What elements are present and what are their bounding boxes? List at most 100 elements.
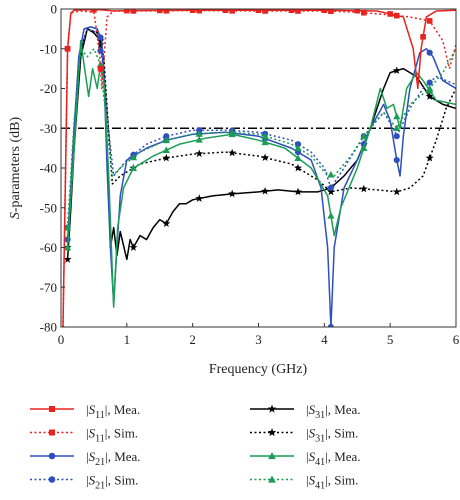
series-point: [129, 164, 138, 171]
legend-label-rest: |, Sim.: [325, 426, 358, 441]
y-tick-label: -60: [40, 240, 57, 255]
series-point: [295, 9, 301, 14]
legend-label-symbol: S: [309, 473, 316, 488]
series-point: [129, 243, 138, 251]
legend-label-open: |: [306, 402, 309, 417]
x-tick-label: 0: [58, 332, 65, 347]
y-axis-title-rest: -parameters (dB): [8, 117, 23, 213]
series-point: [425, 153, 434, 162]
legend-label: |S31|, Sim.: [306, 426, 358, 445]
legend-marker: [268, 475, 276, 483]
series-point: [97, 65, 104, 72]
legend-marker: [48, 452, 56, 460]
legend-label-symbol: S: [89, 449, 96, 464]
series-point: [163, 133, 170, 140]
series-point: [294, 141, 302, 148]
series-point: [327, 184, 334, 191]
y-tick-label: -40: [40, 161, 57, 176]
series-point: [294, 163, 302, 172]
y-tick-label: -50: [40, 200, 57, 215]
legend-label-subscript: 11: [95, 410, 105, 421]
series-point: [321, 9, 328, 13]
series-point: [196, 9, 203, 14]
series-point: [420, 34, 426, 40]
series-point: [360, 132, 368, 140]
series-point: [228, 189, 237, 198]
legend-label-rest: |, Sim.: [105, 473, 138, 488]
series-point: [195, 136, 203, 143]
series-point: [195, 149, 204, 158]
series-point: [393, 112, 401, 120]
series-point: [426, 79, 433, 86]
legend-label-subscript: 21: [95, 457, 105, 468]
legend-item: |S31|, Mea.: [250, 402, 361, 421]
series-point: [326, 187, 335, 196]
legend-label-open: |: [86, 426, 89, 441]
legend-label-symbol: S: [89, 426, 96, 441]
series-line: [66, 40, 456, 308]
series-point: [261, 153, 270, 162]
series-point: [360, 144, 368, 152]
x-tick-label: 5: [387, 332, 394, 347]
legend-item: |S41|, Sim.: [250, 473, 358, 492]
series-point: [426, 84, 434, 92]
series-point: [393, 133, 400, 140]
series-point: [327, 170, 335, 178]
legend: |S11|, Mea. |S31|, Mea.|S11|, Sim. |S31|, …: [30, 402, 361, 492]
series-point: [195, 194, 204, 202]
legend-label-rest: |, Mea.: [325, 402, 360, 417]
series-point: [294, 187, 302, 196]
legend-item: |S31|, Sim.: [250, 426, 358, 445]
legend-label: |S21|, Mea.: [86, 449, 141, 468]
y-axis: 0 -10 -20 -30 -40 -50 -60 -70 -80: [40, 2, 65, 335]
series-point: [229, 9, 235, 14]
legend-label: |S31|, Mea.: [306, 402, 361, 421]
y-tick-label: 0: [51, 2, 58, 17]
legend-label: |S11|, Mea.: [86, 402, 140, 421]
y-axis-title: S-parameters (dB): [8, 117, 23, 220]
legend-label-open: |: [306, 473, 309, 488]
series-point: [255, 9, 262, 13]
y-tick-label: -80: [40, 320, 57, 335]
y-tick-label: -30: [40, 121, 57, 136]
series-point: [156, 9, 163, 14]
series-point: [426, 18, 433, 24]
x-tick-label: 4: [321, 332, 328, 347]
legend-marker: [48, 476, 56, 483]
legend-label-subscript: 21: [95, 481, 105, 492]
legend-label: |S21|, Sim.: [86, 473, 138, 492]
x-axis: 0 1 2 3 4 5 6: [58, 323, 460, 347]
series-point: [63, 255, 72, 263]
series-line: [66, 28, 456, 261]
series-point: [228, 128, 236, 136]
series-41-sim: [63, 48, 456, 231]
y-tick-label: -10: [40, 41, 57, 56]
x-axis-title: Frequency (GHz): [209, 362, 308, 377]
legend-label-open: |: [86, 473, 89, 488]
series-point: [393, 156, 400, 164]
series-point: [262, 9, 268, 14]
legend-item: |S41|, Mea.: [250, 449, 361, 468]
series-point: [294, 144, 302, 152]
legend-label-open: |: [86, 449, 89, 464]
legend-marker: [49, 406, 55, 412]
legend-label-symbol: S: [309, 426, 316, 441]
series-point: [129, 153, 138, 161]
series-point: [288, 9, 295, 13]
legend-marker: [267, 404, 277, 413]
series-point: [328, 9, 334, 15]
legend-label-subscript: 31: [315, 410, 325, 421]
series-point: [261, 132, 269, 140]
series-line: [62, 9, 456, 327]
series-point: [96, 40, 105, 49]
series-point: [189, 9, 196, 13]
series-point: [425, 92, 434, 100]
legend-label-symbol: S: [309, 402, 316, 417]
series-point: [426, 49, 433, 56]
legend-item: |S21|, Sim.: [30, 473, 138, 492]
series-point: [162, 136, 170, 144]
series-point: [162, 153, 171, 162]
legend-label-symbol: S: [89, 402, 96, 417]
legend-label-rest: |, Mea.: [105, 449, 140, 464]
